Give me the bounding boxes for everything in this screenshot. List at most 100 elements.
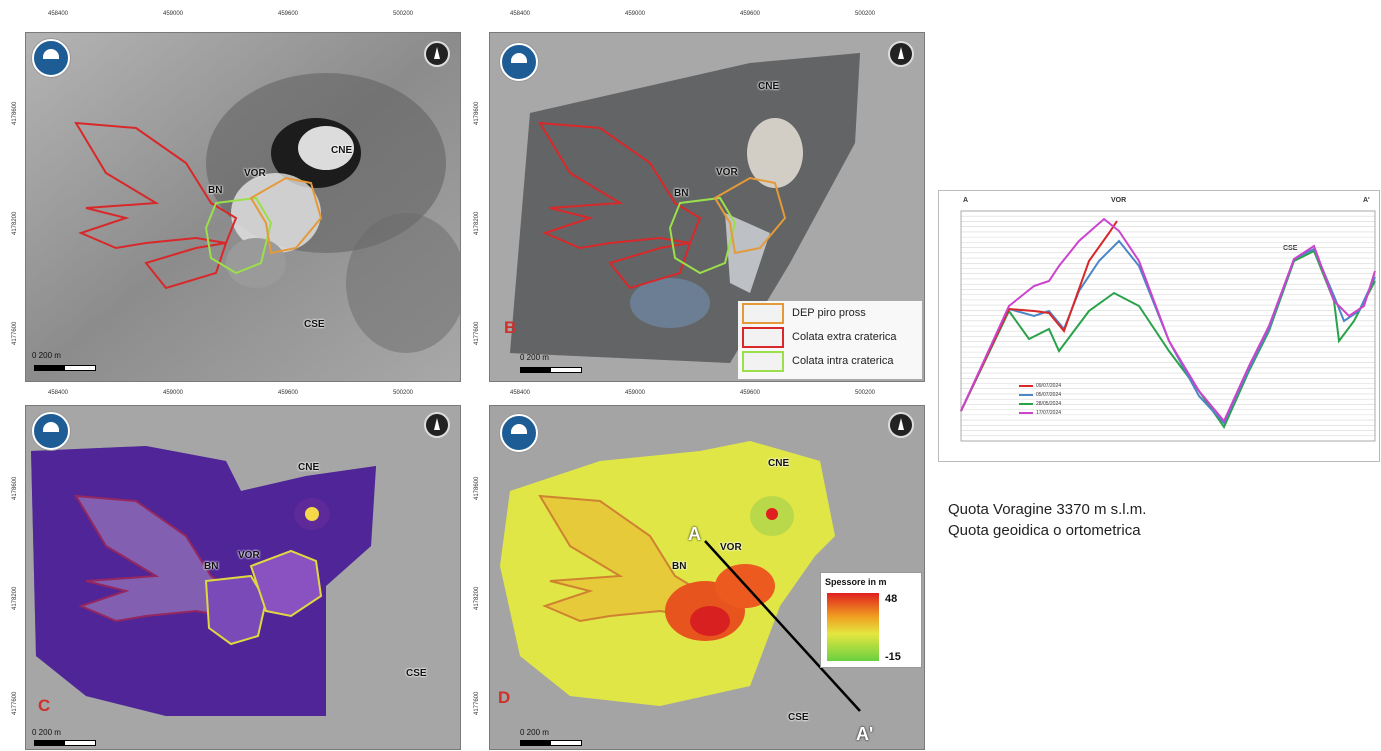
coord-y1: 4178600 <box>12 101 18 125</box>
label-bn: BN <box>674 188 689 199</box>
map-panel-a[interactable]: CNE VOR BN CSE 0 200 m <box>25 32 461 382</box>
coord-x1-b: 458400 <box>510 11 531 17</box>
label-cne: CNE <box>758 81 780 92</box>
north-arrow-icon <box>424 41 450 67</box>
map-c-thermal <box>26 406 460 749</box>
legend-item-intra: Colata intra craterica <box>738 349 922 373</box>
map-panel-d[interactable]: CNE VOR BN CSE A A' D 0 200 m Spessore i… <box>489 405 925 750</box>
legend: DEP piro pross Colata extra craterica Co… <box>738 301 922 379</box>
legend-swatch <box>742 302 784 324</box>
section-end-label: A' <box>856 724 874 744</box>
series-label: 09/07/2024 <box>1036 382 1062 389</box>
coord-y3: 4177600 <box>12 321 18 345</box>
coord-y1-d: 4178600 <box>474 476 480 500</box>
label-bn: BN <box>672 561 687 572</box>
label-bn: BN <box>208 185 223 196</box>
institute-logo <box>32 39 70 77</box>
scale-bar <box>34 365 96 371</box>
map-a-terrain <box>26 33 460 381</box>
coord-y3-c: 4177600 <box>12 691 18 715</box>
legend-swatch <box>742 350 784 372</box>
profile-chart <box>960 210 1376 442</box>
legend-swatch <box>742 326 784 348</box>
scale-bar <box>34 740 96 746</box>
profile-peak-vor: VOR <box>1111 197 1127 204</box>
label-cse: CSE <box>788 712 809 723</box>
thickness-max: 48 <box>885 593 898 605</box>
institute-logo <box>500 43 538 81</box>
panel-letter-d: D <box>498 688 511 707</box>
legend-item-extra: Colata extra craterica <box>738 325 922 349</box>
series-swatch <box>1019 402 1033 405</box>
label-cne: CNE <box>768 458 790 469</box>
profile-legend-item: 05/07/2024 <box>1019 390 1061 399</box>
panel-letter-b: B <box>504 318 517 337</box>
profile-series-line <box>960 217 1376 423</box>
label-cne: CNE <box>298 462 320 473</box>
map-b-orthophoto <box>490 33 924 381</box>
label-cse: CSE <box>406 668 427 679</box>
label-vor: VOR <box>720 542 742 553</box>
label-vor: VOR <box>716 167 738 178</box>
label-bn: BN <box>204 561 219 572</box>
coord-x4-b: 500200 <box>855 11 876 17</box>
caption-datum: Quota geoidica o ortometrica <box>948 522 1141 539</box>
label-vor: VOR <box>238 550 260 561</box>
profile-left-label: A <box>963 197 969 204</box>
coord-x2: 459000 <box>163 11 184 17</box>
scale-label: 0 200 m <box>32 351 61 360</box>
coord-x1-d: 458400 <box>510 390 531 396</box>
coord-y1-b: 4178600 <box>474 101 480 125</box>
profile-legend-item: 28/05/2024 <box>1019 399 1061 408</box>
coord-x3-b: 459600 <box>740 11 761 17</box>
thickness-min: -15 <box>885 651 901 663</box>
legend-label: DEP piro pross <box>792 307 866 319</box>
series-label: 28/05/2024 <box>1036 400 1062 407</box>
profile-right-label: A' <box>1363 197 1370 204</box>
scale-label: 0 200 m <box>520 353 549 362</box>
north-arrow-icon <box>888 41 914 67</box>
scale-bar <box>520 367 582 373</box>
series-swatch <box>1019 393 1033 396</box>
coord-x4-d: 500200 <box>855 390 876 396</box>
north-arrow-icon <box>424 412 450 438</box>
coord-x1-c: 458400 <box>48 390 69 396</box>
coord-x3-c: 459600 <box>278 390 299 396</box>
plot-frame <box>960 210 1376 442</box>
map-panel-b[interactable]: CNE VOR BN B 0 200 m DEP piro pross Cola… <box>489 32 925 382</box>
coord-y3-b: 4177600 <box>474 321 480 345</box>
coord-y2-d: 4178200 <box>474 586 480 610</box>
coord-x3-d: 459600 <box>740 390 761 396</box>
profile-legend: 09/07/2024 05/07/2024 28/05/2024 17/07/2… <box>1019 381 1061 417</box>
scale-label: 0 200 m <box>520 728 549 737</box>
coord-x4-c: 500200 <box>393 390 414 396</box>
label-cne: CNE <box>331 145 353 156</box>
profile-series-line <box>960 220 1118 412</box>
coord-x1: 458400 <box>48 11 69 17</box>
institute-logo <box>32 412 70 450</box>
legend-label: Colata intra craterica <box>792 355 894 367</box>
coord-x2-b: 459000 <box>625 11 646 17</box>
label-cse: CSE <box>304 319 325 330</box>
thickness-legend: Spessore in m 48 -15 <box>820 572 922 668</box>
profile-legend-item: 17/07/2024 <box>1019 408 1061 417</box>
coord-y2-b: 4178200 <box>474 211 480 235</box>
scale-bar <box>520 740 582 746</box>
coord-y1-c: 4178600 <box>12 476 18 500</box>
profile-peak-cse: CSE <box>1283 245 1298 252</box>
caption-elevation: Quota Voragine 3370 m s.l.m. <box>948 501 1147 518</box>
coord-x4: 500200 <box>393 11 414 17</box>
thickness-title: Spessore in m <box>825 577 887 587</box>
institute-logo <box>500 414 538 452</box>
legend-item-dep: DEP piro pross <box>738 301 922 325</box>
series-swatch <box>1019 411 1033 414</box>
profile-series-line <box>960 239 1376 425</box>
thickness-color-ramp <box>827 593 879 661</box>
coord-y2: 4178200 <box>12 211 18 235</box>
map-panel-c[interactable]: CNE VOR BN CSE C 0 200 m <box>25 405 461 750</box>
label-vor: VOR <box>244 168 266 179</box>
section-start-label: A <box>688 524 701 544</box>
panel-letter-c: C <box>38 696 51 715</box>
series-label: 05/07/2024 <box>1036 391 1062 398</box>
coord-x2-c: 459000 <box>163 390 184 396</box>
